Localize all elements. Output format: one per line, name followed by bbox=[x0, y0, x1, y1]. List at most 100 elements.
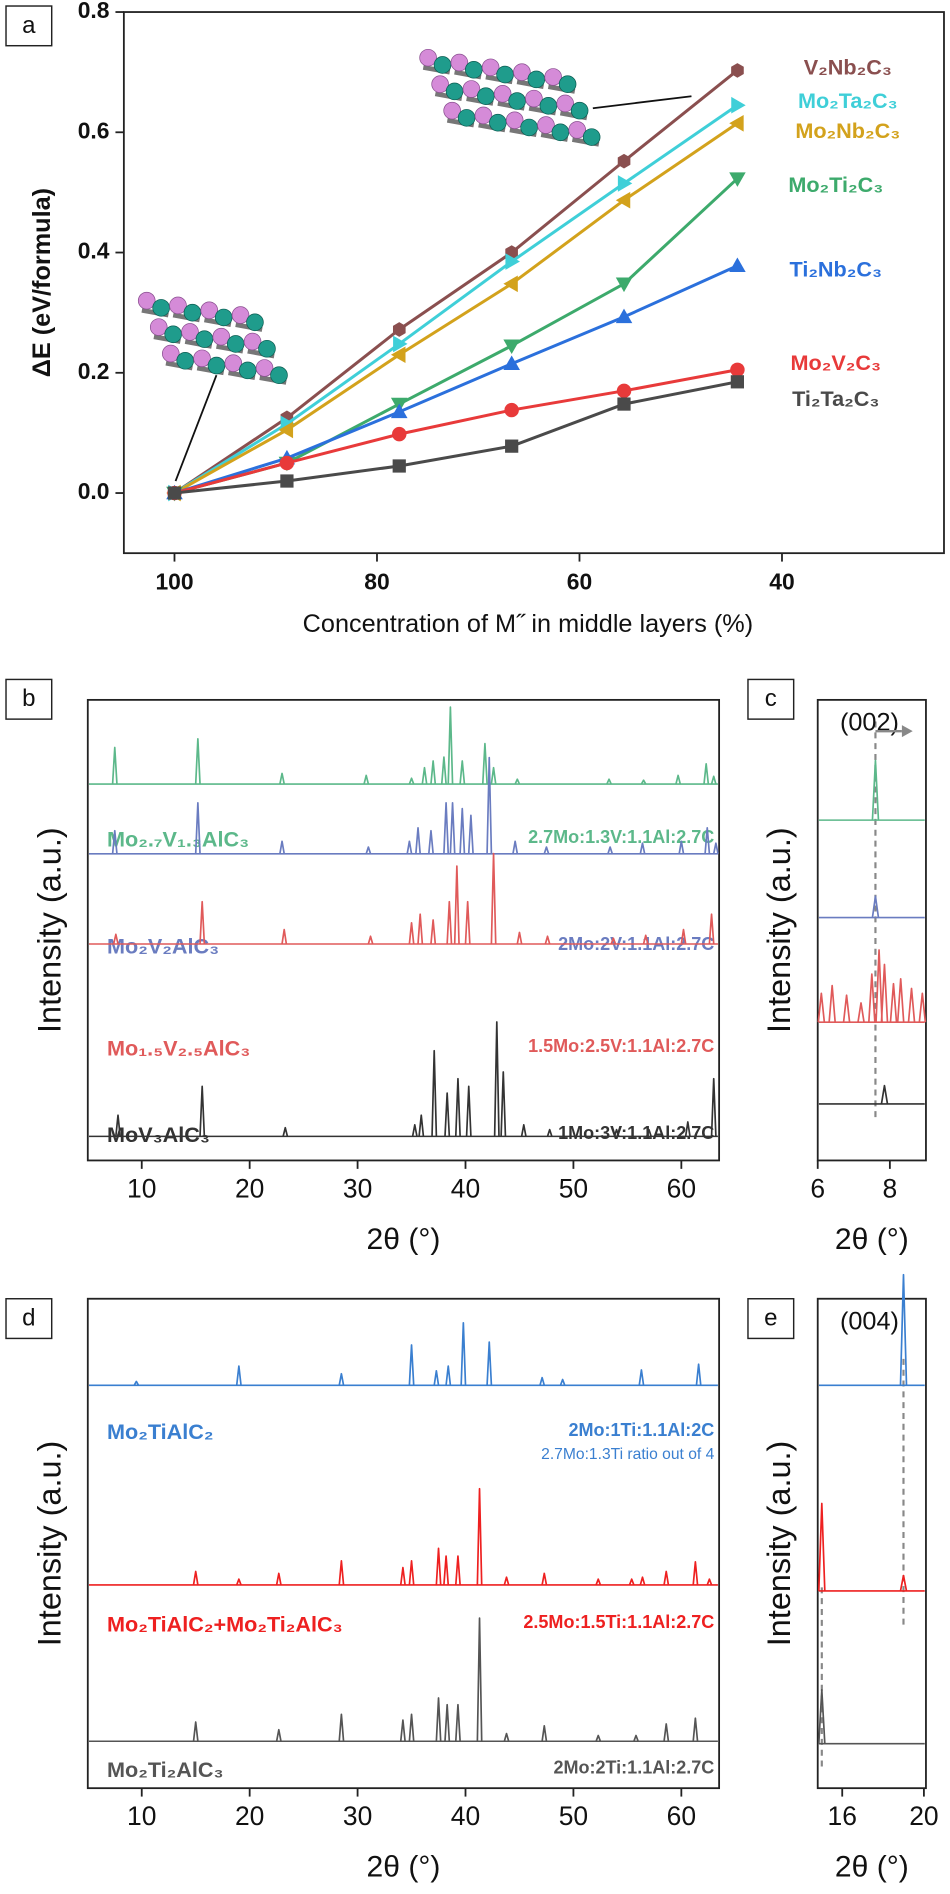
y-tick-label: 0.6 bbox=[78, 117, 110, 143]
peak bbox=[433, 1370, 440, 1386]
peak bbox=[476, 1617, 483, 1742]
plot-frame bbox=[86, 1297, 721, 1790]
atom bbox=[450, 53, 469, 72]
peak bbox=[610, 937, 617, 945]
peak bbox=[454, 1703, 461, 1742]
peak bbox=[449, 801, 456, 854]
peak-annotation: (002) bbox=[840, 709, 899, 737]
atom bbox=[527, 70, 546, 89]
point bbox=[505, 439, 519, 453]
peak bbox=[817, 1502, 826, 1591]
peak bbox=[192, 1570, 199, 1586]
point bbox=[504, 402, 519, 418]
peak bbox=[663, 1570, 670, 1586]
recipe-label: 1Mo:3V:1.1Al:2.7C bbox=[558, 1123, 714, 1143]
point bbox=[392, 426, 407, 442]
sample-label: Mo₂V₂AlC₃ bbox=[107, 933, 219, 958]
x-axis-title: 2θ (°) bbox=[367, 1223, 441, 1256]
peak bbox=[112, 933, 119, 945]
peak bbox=[275, 1728, 282, 1742]
atom bbox=[169, 296, 187, 315]
peak bbox=[889, 982, 898, 1023]
point bbox=[729, 257, 746, 273]
peak bbox=[828, 984, 836, 1023]
x-axis-title: 2θ (°) bbox=[835, 1223, 909, 1256]
atom bbox=[582, 128, 601, 146]
panel-label: a bbox=[22, 12, 36, 39]
peak bbox=[663, 1723, 670, 1742]
atom bbox=[539, 97, 558, 115]
panel-label: c bbox=[765, 685, 777, 712]
peak bbox=[638, 1369, 645, 1386]
recipe-label: 1.5Mo:2.5V:1.1Al:2.7C bbox=[528, 1036, 714, 1056]
peak bbox=[544, 935, 551, 945]
x-tick-label: 60 bbox=[667, 1173, 696, 1203]
peak bbox=[408, 1560, 415, 1586]
series-line bbox=[173, 122, 739, 495]
y-axis-title: ΔE (eV/formula) bbox=[28, 188, 56, 377]
x-tick-label: 80 bbox=[364, 568, 389, 594]
atom bbox=[481, 58, 500, 77]
y-axis-title: Intensity (a.u.) bbox=[761, 1441, 797, 1647]
peak bbox=[476, 1487, 483, 1585]
x-tick-label: 10 bbox=[127, 1801, 156, 1831]
y-axis-title: Intensity (a.u.) bbox=[31, 1441, 67, 1647]
series-line bbox=[174, 380, 738, 495]
legend-label: Ti₂Nb₂C₃ bbox=[790, 256, 883, 281]
point bbox=[615, 308, 633, 324]
peak bbox=[642, 934, 649, 945]
peak bbox=[338, 1372, 345, 1386]
atom bbox=[183, 303, 202, 322]
peak bbox=[899, 1273, 908, 1386]
peak bbox=[411, 1124, 418, 1137]
peak bbox=[559, 1378, 566, 1386]
atom bbox=[505, 111, 524, 130]
peak bbox=[440, 756, 447, 785]
atom bbox=[176, 351, 194, 370]
recipe-label: 2Mo:2Ti:1.1Al:2.7C bbox=[553, 1758, 714, 1778]
point bbox=[615, 277, 633, 293]
y-tick-label: 0.8 bbox=[78, 0, 110, 23]
peak bbox=[445, 1365, 452, 1386]
peak bbox=[512, 840, 519, 854]
peak bbox=[703, 763, 710, 785]
peak bbox=[857, 1002, 865, 1023]
peak bbox=[418, 1114, 425, 1137]
peak bbox=[896, 978, 905, 1023]
peak bbox=[399, 1566, 406, 1586]
peak bbox=[493, 1021, 500, 1137]
peak bbox=[817, 992, 826, 1023]
point bbox=[393, 335, 408, 353]
peak bbox=[503, 1576, 510, 1586]
atom bbox=[238, 361, 257, 380]
peak bbox=[415, 826, 422, 854]
peak bbox=[516, 931, 523, 945]
x-tick-label: 40 bbox=[769, 568, 794, 594]
peak bbox=[871, 759, 880, 821]
peak bbox=[275, 1572, 282, 1586]
atom bbox=[212, 327, 231, 346]
x-tick-label: 10 bbox=[127, 1173, 156, 1203]
peak bbox=[430, 919, 437, 945]
peak bbox=[194, 738, 201, 785]
peak bbox=[427, 829, 434, 854]
atom bbox=[181, 323, 199, 341]
x-axis-title: 2θ (°) bbox=[835, 1851, 909, 1884]
peak bbox=[133, 1380, 140, 1386]
x-tick-label: 6 bbox=[810, 1173, 825, 1203]
atom bbox=[137, 291, 156, 310]
peak bbox=[678, 840, 685, 854]
peak bbox=[421, 766, 428, 785]
peak bbox=[607, 846, 614, 855]
point bbox=[392, 459, 406, 473]
peak bbox=[338, 1713, 345, 1742]
peak bbox=[595, 1578, 602, 1586]
atom bbox=[224, 354, 243, 372]
plot-frame bbox=[86, 698, 721, 1162]
peak-annotation: (004) bbox=[840, 1307, 899, 1335]
peak bbox=[454, 1077, 461, 1137]
peak bbox=[282, 1126, 289, 1137]
peak bbox=[704, 826, 711, 854]
point bbox=[390, 346, 406, 364]
atom bbox=[496, 65, 514, 84]
